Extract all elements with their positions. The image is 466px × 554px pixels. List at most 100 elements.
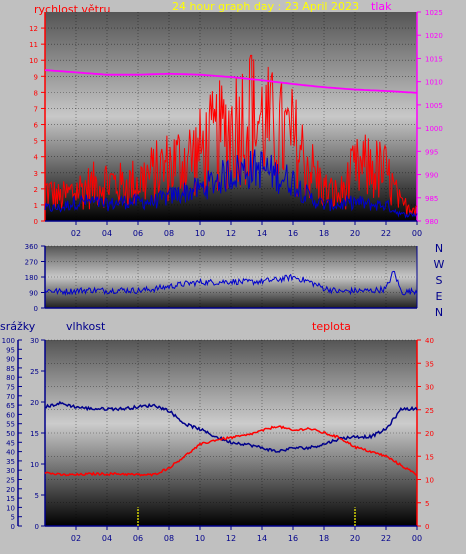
wind-y-tick-label: 9	[34, 73, 38, 81]
humidity-x-tick-label: 08	[164, 534, 174, 543]
rain-label: srážky	[0, 320, 36, 333]
temperature-y-tick-label: 0	[425, 523, 429, 531]
rain-y-tick-label: 60	[6, 411, 15, 419]
compass-label: W	[434, 258, 445, 271]
humidity-y-tick-label: 0	[35, 523, 39, 531]
rain-y-tick-label: 25	[6, 477, 15, 485]
humidity-x-tick-label: 12	[226, 534, 236, 543]
humidity-x-tick-label: 00	[412, 534, 422, 543]
wind-y-tick-label: 4	[34, 154, 39, 162]
wind-x-tick-label: 00	[412, 229, 422, 238]
pressure-label: tlak	[371, 0, 392, 13]
temperature-y-tick-label: 5	[425, 500, 429, 508]
rain-y-tick-label: 35	[6, 458, 15, 466]
pressure-y-tick-label: 1005	[425, 102, 443, 110]
humidity-x-tick-label: 10	[195, 534, 205, 543]
pressure-y-tick-label: 1000	[425, 125, 443, 133]
rain-y-tick-label: 85	[6, 365, 15, 373]
compass-label: N	[435, 242, 443, 255]
rain-y-tick-label: 80	[6, 374, 15, 382]
rain-y-tick-label: 40	[6, 449, 15, 457]
humidity-x-tick-label: 06	[133, 534, 143, 543]
rain-y-tick-label: 45	[6, 439, 15, 447]
humidity-y-tick-label: 10	[30, 461, 39, 469]
direction-y-tick-label: 90	[29, 290, 38, 298]
wind-x-tick-label: 06	[133, 229, 143, 238]
direction-y-tick-label: 180	[25, 274, 38, 282]
wind-y-tick-label: 12	[29, 25, 38, 33]
temperature-y-tick-label: 30	[425, 384, 434, 392]
temperature-y-tick-label: 25	[425, 407, 434, 415]
humidity-x-tick-label: 14	[257, 534, 267, 543]
wind-direction-line	[44, 270, 418, 297]
compass-label: E	[436, 290, 443, 303]
humidity-y-tick-label: 15	[30, 430, 39, 438]
rain-y-tick-label: 0	[11, 523, 15, 531]
wind-x-tick-label: 16	[288, 229, 298, 238]
wind-y-tick-label: 2	[34, 186, 38, 194]
wind-x-tick-label: 22	[381, 229, 391, 238]
humidity-line	[44, 400, 418, 453]
rain-y-tick-label: 5	[11, 514, 15, 522]
wind-y-tick-label: 0	[34, 218, 38, 226]
wind-x-tick-label: 12	[226, 229, 236, 238]
compass-label: N	[435, 306, 443, 319]
humidity-x-tick-label: 04	[102, 534, 112, 543]
rain-y-tick-label: 55	[6, 421, 15, 429]
compass-label: S	[436, 274, 443, 287]
wind-average-line	[44, 149, 418, 219]
pressure-y-tick-label: 990	[425, 172, 438, 180]
pressure-y-tick-label: 1020	[425, 32, 443, 40]
direction-y-tick-label: 270	[25, 259, 38, 267]
rain-y-tick-label: 75	[6, 384, 15, 392]
humidity-y-tick-label: 20	[30, 399, 39, 407]
direction-y-tick-label: 360	[25, 243, 38, 251]
direction-y-tick-label: 0	[34, 305, 38, 313]
wind-y-tick-label: 3	[34, 170, 38, 178]
rain-y-tick-label: 15	[6, 495, 15, 503]
wind-x-tick-label: 20	[350, 229, 360, 238]
chart-title: 24 hour graph day : 23 April 2023	[172, 0, 359, 13]
wind-x-tick-label: 18	[319, 229, 329, 238]
temperature-y-tick-label: 40	[425, 337, 434, 345]
wind-gust-line	[44, 54, 418, 217]
temperature-y-tick-label: 35	[425, 360, 434, 368]
rain-y-tick-label: 50	[6, 430, 15, 438]
wind-x-tick-label: 10	[195, 229, 205, 238]
wind-y-tick-label: 5	[34, 138, 38, 146]
pressure-y-tick-label: 980	[425, 218, 438, 226]
pressure-y-tick-label: 1025	[425, 9, 443, 17]
humidity-x-tick-label: 18	[319, 534, 329, 543]
rain-y-tick-label: 95	[6, 346, 15, 354]
wind-y-tick-label: 7	[34, 105, 38, 113]
wind-y-tick-label: 10	[29, 57, 38, 65]
humidity-x-tick-label: 16	[288, 534, 298, 543]
wind-y-tick-label: 11	[29, 41, 38, 49]
temperature-line	[44, 425, 418, 477]
pressure-y-tick-label: 995	[425, 148, 438, 156]
pressure-y-tick-label: 1015	[425, 55, 443, 63]
rain-y-tick-label: 10	[6, 504, 15, 512]
wind-y-tick-label: 6	[34, 122, 39, 130]
wind-y-tick-label: 8	[34, 89, 38, 97]
wind-x-tick-label: 14	[257, 229, 267, 238]
rain-y-tick-label: 90	[6, 356, 15, 364]
wind-x-tick-label: 04	[102, 229, 112, 238]
humidity-x-tick-label: 20	[350, 534, 360, 543]
wind-x-tick-label: 02	[71, 229, 81, 238]
temperature-label: teplota	[312, 320, 351, 333]
humidity-x-tick-label: 02	[71, 534, 81, 543]
temperature-y-tick-label: 20	[425, 430, 434, 438]
humidity-y-tick-label: 25	[30, 368, 39, 376]
pressure-y-tick-label: 1010	[425, 79, 443, 87]
pressure-y-tick-label: 985	[425, 195, 438, 203]
wind-x-tick-label: 08	[164, 229, 174, 238]
rain-y-tick-label: 30	[6, 467, 15, 475]
pressure-line	[44, 69, 418, 94]
rain-y-tick-label: 100	[2, 337, 15, 345]
rain-y-tick-label: 65	[6, 402, 15, 410]
rain-y-tick-label: 20	[6, 486, 15, 494]
humidity-y-tick-label: 5	[35, 492, 39, 500]
humidity-x-tick-label: 22	[381, 534, 391, 543]
